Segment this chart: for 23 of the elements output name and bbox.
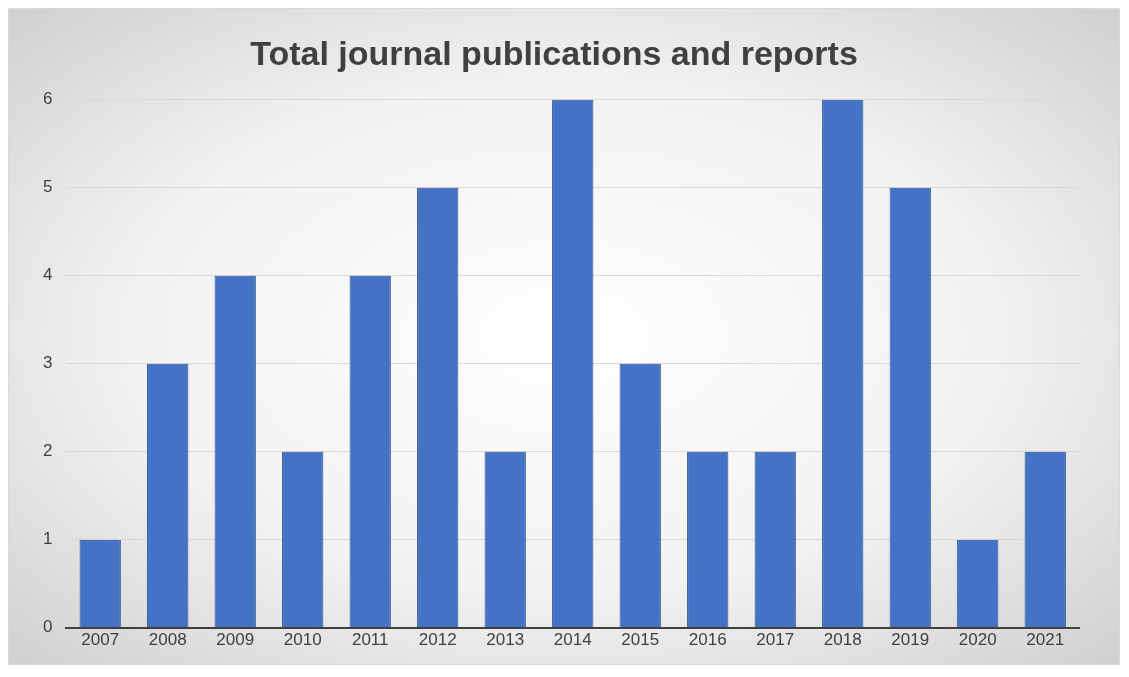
x-tick-label: 2015 (621, 630, 660, 650)
x-tick-label: 2018 (823, 630, 862, 650)
y-tick-label: 0 (42, 617, 53, 637)
x-tick-label: 2007 (81, 630, 120, 650)
x-tick-label: 2019 (891, 630, 930, 650)
x-tick-label: 2009 (216, 630, 255, 650)
x-tick-label: 2020 (958, 630, 997, 650)
x-tick-label: 2010 (283, 630, 322, 650)
x-tick-label: 2014 (553, 630, 592, 650)
x-tick-label: 2008 (148, 630, 187, 650)
y-tick-label: 5 (42, 177, 53, 197)
x-tick-label: 2016 (688, 630, 727, 650)
y-tick-label: 6 (42, 89, 53, 109)
x-tick-label: 2017 (756, 630, 795, 650)
y-tick-label: 1 (42, 529, 53, 549)
x-tick-label: 2011 (351, 630, 389, 650)
y-tick-label: 4 (42, 265, 53, 285)
y-tick-label: 2 (42, 441, 53, 461)
x-tick-label: 2021 (1026, 630, 1065, 650)
chart-title: Total journal publications and reports (250, 33, 858, 72)
x-tick-label: 2012 (418, 630, 457, 650)
x-tick-label: 2013 (486, 630, 525, 650)
y-tick-label: 3 (42, 353, 53, 373)
